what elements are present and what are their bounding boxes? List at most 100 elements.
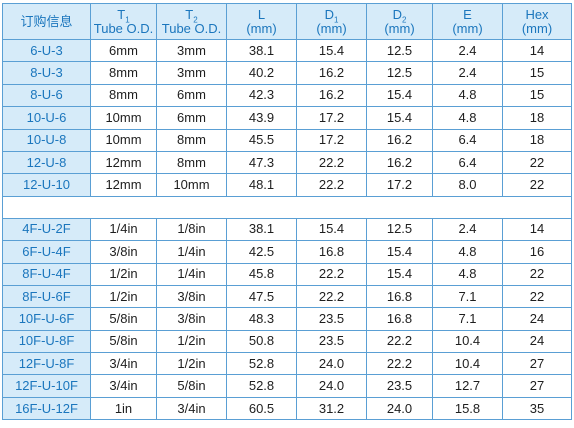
value-cell: 8mm [156, 128, 227, 152]
header-subscript: 2 [401, 15, 407, 25]
value-cell: 22.2 [366, 352, 433, 376]
value-cell: 1/2in [156, 352, 227, 376]
value-cell: 16.2 [296, 61, 367, 85]
order-code-cell: 10-U-6 [2, 106, 91, 130]
order-code-cell: 12F-U-10F [2, 374, 91, 398]
value-cell: 16.8 [366, 307, 433, 331]
value-cell: 15 [502, 83, 572, 108]
value-cell: 22 [502, 150, 572, 175]
value-cell: 1in [90, 396, 157, 421]
value-cell: 45.5 [226, 128, 297, 152]
table-row: 12F-U-10F 3/4in 5/8in 52.8 24.0 23.5 12.7 27 [2, 374, 572, 398]
value-cell: 60.5 [226, 396, 297, 421]
header-symbol-line: D1 [297, 7, 366, 24]
value-cell: 7.1 [432, 284, 503, 309]
value-cell: 24.0 [296, 374, 367, 398]
header-unit: (mm) [384, 20, 415, 36]
value-cell: 40.2 [226, 61, 297, 85]
value-cell: 14 [502, 38, 572, 63]
order-code-cell: 8F-U-6F [2, 284, 91, 309]
value-cell: 18 [502, 128, 572, 152]
value-cell: 8mm [90, 83, 157, 108]
value-cell: 6.4 [432, 150, 503, 175]
value-cell: 1/4in [156, 262, 227, 286]
value-cell: 6.4 [432, 128, 503, 152]
header-cell: D1 (mm) [296, 3, 367, 40]
value-cell: 14 [502, 217, 572, 242]
value-cell: 15.4 [366, 83, 433, 108]
value-cell: 22 [502, 284, 572, 309]
value-cell: 27 [502, 352, 572, 376]
order-code-cell: 10F-U-6F [2, 307, 91, 331]
header-unit: (mm) [246, 20, 277, 36]
value-cell: 8mm [90, 61, 157, 85]
table-row: 4F-U-2F 1/4in 1/8in 38.1 15.4 12.5 2.4 14 [2, 217, 572, 242]
value-cell: 22.2 [296, 173, 367, 197]
value-cell: 15.4 [366, 262, 433, 286]
header-cell: E (mm) [432, 3, 503, 40]
value-cell: 5/8in [156, 374, 227, 398]
spec-table: 订购信息 T1 Tube O.D. T2 Tube O.D. L (mm) D1 (mm) D2(… [2, 3, 572, 421]
value-cell: 12mm [90, 150, 157, 175]
order-code-cell: 12F-U-8F [2, 352, 91, 376]
value-cell: 15.4 [296, 217, 367, 242]
value-cell: 23.5 [296, 307, 367, 331]
header-unit: Tube O.D. [161, 20, 222, 36]
table-row: 10-U-6 10mm 6mm 43.9 17.2 15.4 4.8 18 [2, 106, 572, 130]
table-row: 8F-U-4F 1/2in 1/4in 45.8 22.2 15.4 4.8 22 [2, 262, 572, 286]
table-row: 10-U-8 10mm 8mm 45.5 17.2 16.2 6.4 18 [2, 128, 572, 152]
value-cell: 52.8 [226, 352, 297, 376]
blank-cell [2, 195, 572, 219]
value-cell: 1/2in [90, 284, 157, 309]
header-symbol: T [117, 6, 126, 22]
value-cell: 22.2 [296, 150, 367, 175]
value-cell: 3/4in [90, 374, 157, 398]
value-cell: 3/8in [90, 240, 157, 264]
value-cell: 48.1 [226, 173, 297, 197]
value-cell: 3mm [156, 38, 227, 63]
order-code-cell: 6-U-3 [2, 38, 91, 63]
order-code-cell: 12-U-10 [2, 173, 91, 197]
value-cell: 17.2 [296, 106, 367, 130]
header-symbol: D [392, 6, 402, 22]
value-cell: 45.8 [226, 262, 297, 286]
value-cell: 22.2 [296, 284, 367, 309]
blank-row [2, 195, 572, 219]
value-cell: 42.3 [226, 83, 297, 108]
table-row: 8F-U-6F 1/2in 3/8in 47.5 22.2 16.8 7.1 22 [2, 284, 572, 309]
table-row: 8-U-3 8mm 3mm 40.2 16.2 12.5 2.4 15 [2, 61, 572, 85]
order-code-cell: 16F-U-12F [2, 396, 91, 421]
value-cell: 12mm [90, 173, 157, 197]
table-row: 16F-U-12F 1in 3/4in 60.5 31.2 24.0 15.8 35 [2, 396, 572, 421]
header-unit: (mm) [316, 20, 347, 36]
value-cell: 12.7 [432, 374, 503, 398]
table-row: 6F-U-4F 3/8in 1/4in 42.5 16.8 15.4 4.8 16 [2, 240, 572, 264]
order-code-cell: 10-U-8 [2, 128, 91, 152]
value-cell: 15.8 [432, 396, 503, 421]
value-cell: 15.4 [366, 106, 433, 130]
value-cell: 16.2 [296, 83, 367, 108]
value-cell: 24 [502, 307, 572, 331]
value-cell: 38.1 [226, 38, 297, 63]
value-cell: 24.0 [296, 352, 367, 376]
value-cell: 3/8in [156, 307, 227, 331]
value-cell: 5/8in [90, 307, 157, 331]
table-row: 12-U-8 12mm 8mm 47.3 22.2 16.2 6.4 22 [2, 150, 572, 175]
value-cell: 6mm [156, 83, 227, 108]
value-cell: 16.2 [366, 150, 433, 175]
value-cell: 1/4in [156, 240, 227, 264]
value-cell: 2.4 [432, 61, 503, 85]
order-code-cell: 8F-U-4F [2, 262, 91, 286]
value-cell: 2.4 [432, 38, 503, 63]
value-cell: 12.5 [366, 61, 433, 85]
value-cell: 3/4in [156, 396, 227, 421]
value-cell: 16.8 [296, 240, 367, 264]
header-symbol-line: D2 [367, 6, 432, 25]
table-row: 12-U-10 12mm 10mm 48.1 22.2 17.2 8.0 22 [2, 173, 572, 197]
value-cell: 24.0 [366, 396, 433, 421]
table-row: 10F-U-6F 5/8in 3/8in 48.3 23.5 16.8 7.1 24 [2, 307, 572, 331]
value-cell: 31.2 [296, 396, 367, 421]
header-cell: 订购信息 [2, 3, 91, 40]
value-cell: 4.8 [432, 106, 503, 130]
header-symbol: L [257, 6, 266, 22]
